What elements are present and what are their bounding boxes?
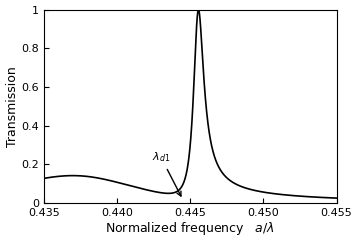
Text: $\lambda_{d1}$: $\lambda_{d1}$ bbox=[152, 150, 181, 196]
Y-axis label: Transmission: Transmission bbox=[6, 66, 19, 147]
X-axis label: Normalized frequency   $a/\lambda$: Normalized frequency $a/\lambda$ bbox=[105, 220, 275, 237]
